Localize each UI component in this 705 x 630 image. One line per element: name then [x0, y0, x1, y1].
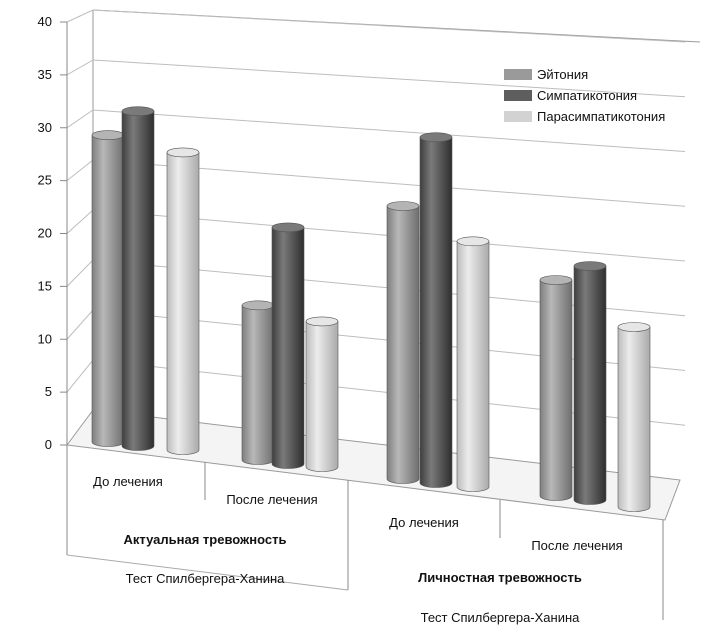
floor-plane — [66, 409, 681, 521]
gridline — [66, 159, 686, 207]
bar-body — [91, 134, 125, 447]
legend: Эйтония Симпатикотония Парасимпатикотони… — [504, 67, 665, 124]
x-axis-category-area — [66, 445, 664, 620]
bar-top — [617, 322, 651, 332]
group-divider — [66, 554, 349, 591]
bar — [271, 222, 305, 469]
bar — [121, 106, 155, 451]
bar — [617, 322, 651, 512]
y-tick-label: 35 — [38, 67, 52, 82]
legend-swatch — [504, 90, 532, 101]
bar — [305, 316, 339, 472]
bar-body — [121, 110, 155, 451]
y-tick-label: 10 — [38, 331, 52, 346]
x-tick-label: После лечения — [531, 538, 622, 553]
bar-top — [419, 132, 453, 142]
x-tick-label: До лечения — [93, 474, 163, 489]
bar — [241, 300, 275, 465]
gridline — [66, 9, 686, 43]
bar-body — [386, 205, 420, 484]
y-tick-label: 15 — [38, 278, 52, 293]
floor — [66, 409, 681, 521]
gridline — [66, 109, 686, 152]
legend-swatch — [504, 111, 532, 122]
bar — [539, 275, 573, 501]
bar-top — [573, 261, 607, 271]
bar-top — [539, 275, 573, 285]
bar-top — [166, 147, 200, 158]
bar-top — [386, 201, 420, 211]
bar-body — [271, 227, 305, 469]
bar-body — [573, 265, 607, 505]
bar-body — [305, 321, 339, 472]
legend-label: Эйтония — [537, 67, 588, 82]
legend-label: Парасимпатикотония — [537, 109, 665, 124]
y-tick-label: 20 — [38, 226, 52, 241]
bar-body — [456, 241, 490, 492]
gridline — [66, 59, 686, 98]
bar-body — [539, 279, 573, 501]
group-test-label: Тест Спилбергера-Ханина — [421, 610, 581, 625]
legend-swatch — [504, 69, 532, 80]
bar — [91, 130, 125, 447]
y-axis-ticks: 0 5 10 15 20 25 30 35 40 — [38, 14, 67, 452]
legend-label: Симпатикотония — [537, 88, 637, 103]
bar-top — [456, 236, 490, 247]
bar-top — [271, 222, 305, 233]
bar — [386, 201, 420, 484]
y-tick-label: 0 — [45, 437, 52, 452]
x-axis-labels: До лечения После лечения До лечения Посл… — [93, 474, 623, 625]
group-label: Актуальная тревожность — [124, 532, 287, 547]
group-test-label: Тест Спилбергера-Ханина — [126, 571, 286, 586]
bar-body — [419, 136, 453, 488]
bar-body — [241, 305, 275, 465]
bar-top — [241, 300, 275, 311]
bar-body — [617, 326, 651, 512]
bars — [91, 106, 651, 512]
bar-top — [121, 106, 155, 116]
bar-top — [305, 316, 339, 327]
x-tick-label: До лечения — [389, 515, 459, 530]
x-tick-label: После лечения — [226, 492, 317, 507]
bar — [166, 147, 200, 455]
y-tick-label: 5 — [45, 384, 52, 399]
y-tick-label: 30 — [38, 120, 52, 135]
bar-top — [91, 130, 125, 140]
bar — [573, 261, 607, 505]
y-tick-label: 25 — [38, 173, 52, 188]
group-label: Личностная тревожность — [418, 570, 582, 585]
bar — [456, 236, 490, 492]
gridline — [66, 209, 686, 262]
bar-body — [166, 152, 200, 455]
y-tick-label: 40 — [38, 14, 52, 29]
bar — [419, 132, 453, 488]
